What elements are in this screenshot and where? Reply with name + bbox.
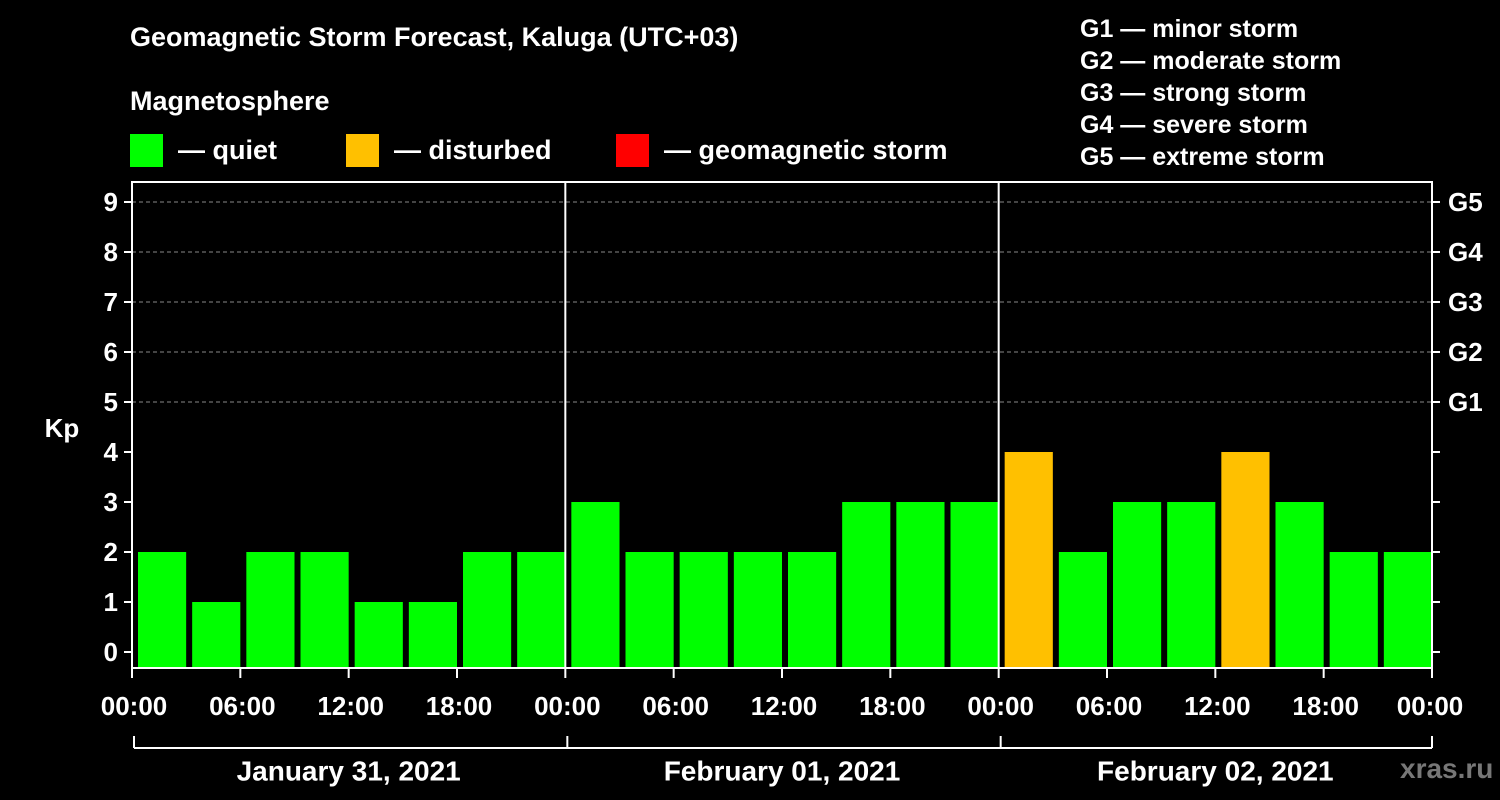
y-tick-label: 0 bbox=[104, 637, 118, 667]
bar bbox=[1329, 552, 1378, 667]
bar bbox=[733, 552, 782, 667]
x-tick-label: 06:00 bbox=[642, 691, 709, 721]
legend-label-storm: — geomagnetic storm bbox=[664, 134, 948, 165]
bar bbox=[1113, 502, 1162, 667]
storm-scale-g5: G5 — extreme storm bbox=[1080, 143, 1325, 171]
bar bbox=[896, 502, 945, 667]
x-tick-label: 00:00 bbox=[967, 691, 1034, 721]
bar bbox=[300, 552, 349, 667]
bar bbox=[517, 552, 566, 667]
y-tick-label: 6 bbox=[104, 337, 118, 367]
storm-scale-g2: G2 — moderate storm bbox=[1080, 47, 1342, 75]
x-tick-label: 00:00 bbox=[1397, 691, 1464, 721]
bar bbox=[1167, 502, 1216, 667]
bar bbox=[842, 502, 891, 667]
y-tick-label: 9 bbox=[104, 187, 118, 217]
y-axis-label: Kp bbox=[45, 413, 80, 443]
y-tick-label: 1 bbox=[104, 587, 118, 617]
storm-scale-g3: G3 — strong storm bbox=[1080, 79, 1307, 107]
day-label: January 31, 2021 bbox=[237, 756, 461, 787]
x-tick-label: 06:00 bbox=[1076, 691, 1143, 721]
legend-swatch-storm bbox=[616, 133, 649, 167]
bar bbox=[1383, 552, 1432, 667]
x-tick-label: 18:00 bbox=[426, 691, 493, 721]
storm-level-label: G4 bbox=[1448, 237, 1483, 267]
bar bbox=[138, 552, 187, 667]
x-tick-label: 12:00 bbox=[751, 691, 818, 721]
legend-disturbed: — disturbed bbox=[346, 133, 552, 167]
bar bbox=[463, 552, 512, 667]
bar bbox=[1004, 452, 1053, 667]
y-tick-label: 2 bbox=[104, 537, 118, 567]
bar bbox=[679, 552, 728, 667]
legend-label-quiet: — quiet bbox=[178, 134, 277, 165]
bar bbox=[950, 502, 999, 667]
y-tick-label: 7 bbox=[104, 287, 118, 317]
watermark: xras.ru bbox=[1400, 753, 1494, 784]
bar bbox=[625, 552, 674, 667]
legend-storm: — geomagnetic storm bbox=[616, 133, 948, 167]
x-tick-label: 00:00 bbox=[534, 691, 601, 721]
x-tick-label: 12:00 bbox=[1184, 691, 1251, 721]
chart-subtitle: Magnetosphere bbox=[130, 86, 330, 116]
bar bbox=[354, 602, 403, 667]
legend-quiet: — quiet bbox=[130, 133, 277, 167]
y-tick-label: 3 bbox=[104, 487, 118, 517]
bar bbox=[408, 602, 457, 667]
bar bbox=[788, 552, 837, 667]
storm-level-label: G1 bbox=[1448, 387, 1483, 417]
day-label: February 02, 2021 bbox=[1097, 756, 1334, 787]
y-tick-label: 4 bbox=[104, 437, 119, 467]
bar bbox=[1275, 502, 1324, 667]
bar bbox=[192, 602, 241, 667]
bar bbox=[1221, 452, 1270, 667]
y-tick-label: 5 bbox=[104, 387, 118, 417]
y-tick-label: 8 bbox=[104, 237, 118, 267]
legend-label-disturbed: — disturbed bbox=[394, 134, 552, 165]
x-tick-label: 18:00 bbox=[859, 691, 926, 721]
storm-level-label: G3 bbox=[1448, 287, 1483, 317]
chart-title: Geomagnetic Storm Forecast, Kaluga (UTC+… bbox=[130, 22, 739, 52]
day-label: February 01, 2021 bbox=[664, 756, 901, 787]
storm-level-label: G5 bbox=[1448, 187, 1483, 217]
x-tick-label: 00:00 bbox=[101, 691, 168, 721]
legend-swatch-disturbed bbox=[346, 133, 379, 167]
x-tick-label: 18:00 bbox=[1292, 691, 1359, 721]
bar bbox=[246, 552, 295, 667]
legend-swatch-quiet bbox=[130, 133, 163, 167]
x-tick-label: 12:00 bbox=[317, 691, 384, 721]
storm-scale-g4: G4 — severe storm bbox=[1080, 111, 1308, 139]
bar bbox=[571, 502, 620, 667]
storm-scale-g1: G1 — minor storm bbox=[1080, 15, 1299, 43]
bar bbox=[1058, 552, 1107, 667]
x-tick-label: 06:00 bbox=[209, 691, 276, 721]
storm-level-label: G2 bbox=[1448, 337, 1483, 367]
